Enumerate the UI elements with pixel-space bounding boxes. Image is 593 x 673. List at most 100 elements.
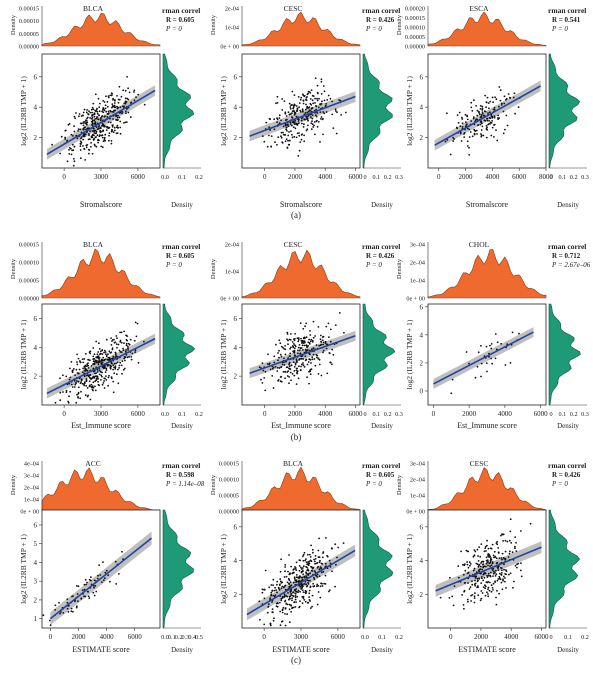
data-point: [449, 576, 451, 579]
data-point: [80, 390, 82, 393]
data-point: [318, 556, 321, 559]
data-point: [495, 557, 498, 560]
x-tick-label: 0: [449, 633, 453, 641]
data-point: [316, 99, 319, 102]
data-point: [307, 601, 310, 604]
data-point: [76, 361, 78, 363]
data-point: [292, 126, 295, 128]
data-point: [496, 566, 499, 568]
data-point: [93, 134, 95, 137]
top-density-label: Density: [10, 14, 17, 35]
p-value: P = 0: [165, 261, 182, 269]
data-point: [508, 539, 511, 542]
data-point: [107, 353, 109, 356]
data-point: [319, 596, 322, 599]
data-point: [304, 576, 306, 579]
data-point: [301, 602, 304, 604]
data-point: [502, 575, 505, 578]
data-point: [284, 570, 286, 573]
data-point: [66, 607, 69, 610]
data-point: [60, 135, 63, 138]
data-point: [112, 131, 115, 134]
data-point: [331, 547, 333, 550]
data-point: [297, 576, 299, 579]
data-point: [78, 113, 81, 115]
data-point: [70, 361, 73, 363]
x-tick-label: 0: [263, 410, 267, 418]
data-point: [95, 379, 97, 382]
y-tick-label: 4: [34, 344, 38, 352]
data-point: [116, 116, 119, 119]
side-density-tick: 0.0: [161, 411, 169, 418]
data-point: [332, 127, 335, 129]
data-point: [490, 343, 493, 345]
y-tick-label: 6: [234, 73, 238, 81]
data-point: [324, 340, 327, 343]
data-point: [487, 586, 490, 589]
data-point: [328, 336, 330, 339]
data-point: [306, 573, 309, 575]
data-point: [280, 136, 283, 139]
data-point: [123, 356, 126, 358]
data-point: [493, 550, 496, 553]
data-point: [495, 603, 498, 606]
data-point: [100, 360, 102, 363]
side-density-label: Density: [557, 422, 579, 430]
data-point: [284, 111, 287, 114]
data-point: [103, 115, 106, 118]
data-point: [475, 562, 478, 565]
data-point: [462, 604, 465, 606]
data-point: [308, 592, 311, 595]
data-point: [112, 364, 115, 367]
data-point: [306, 566, 308, 569]
data-point: [322, 341, 325, 344]
data-point: [82, 124, 85, 127]
data-point: [89, 374, 92, 376]
y-tick-label: 4: [34, 559, 38, 567]
data-point: [94, 121, 97, 123]
data-point: [107, 356, 110, 359]
data-point: [311, 548, 314, 551]
data-point: [109, 117, 111, 120]
data-point: [90, 386, 93, 389]
data-point: [90, 576, 92, 578]
data-point: [62, 612, 65, 614]
data-point: [497, 552, 500, 554]
data-point: [309, 607, 312, 609]
top-density-tick: 0.00005: [19, 31, 39, 38]
data-point: [304, 581, 307, 583]
p-value: P = 0: [165, 25, 182, 33]
data-point: [82, 367, 84, 370]
data-point: [261, 591, 264, 594]
data-point: [307, 573, 310, 575]
data-point: [316, 91, 319, 94]
r-value: R = 0.598: [166, 471, 195, 479]
data-point: [465, 549, 468, 552]
data-point: [481, 105, 484, 108]
data-point: [488, 107, 490, 110]
data-point: [103, 101, 106, 103]
data-point: [486, 96, 489, 99]
x-tick-label: 0: [62, 173, 66, 181]
data-point: [319, 585, 322, 588]
data-point: [476, 548, 479, 551]
data-point: [302, 93, 304, 96]
x-tick-label: 4000: [318, 410, 333, 418]
x-tick-label: 4000: [485, 173, 500, 181]
y-axis-label: log2 (IL2RB TMP + 1): [19, 534, 28, 604]
data-point: [83, 366, 86, 368]
data-point: [485, 581, 488, 584]
data-point: [106, 126, 109, 128]
data-point: [91, 385, 94, 388]
data-point: [74, 600, 76, 603]
data-point: [481, 568, 484, 571]
top-density-label: Density: [10, 474, 17, 495]
data-point: [311, 594, 314, 597]
data-point: [112, 118, 114, 120]
data-point: [95, 361, 98, 364]
data-point: [261, 135, 264, 138]
data-point: [313, 121, 316, 123]
data-point: [489, 121, 492, 124]
data-point: [496, 540, 499, 543]
data-point: [284, 371, 286, 373]
